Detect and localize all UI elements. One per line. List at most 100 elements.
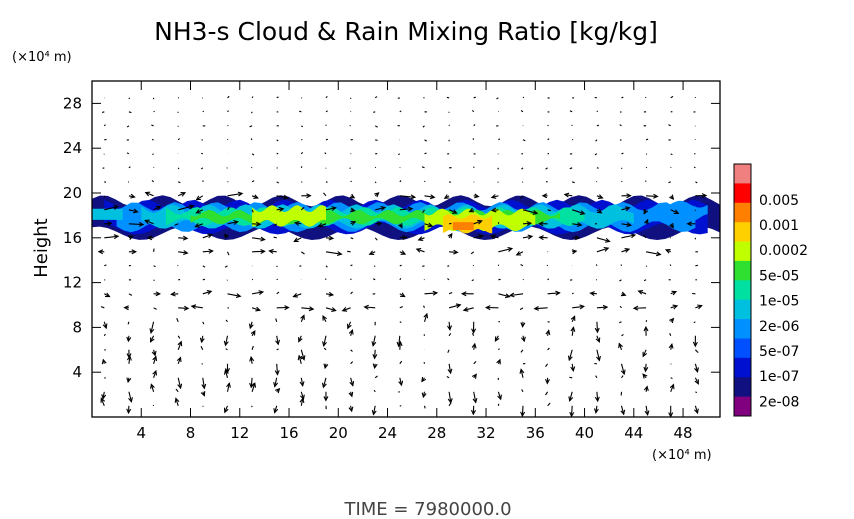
wind-vector	[695, 391, 698, 394]
wind-vector	[645, 265, 648, 267]
wind-vector	[521, 389, 524, 393]
wind-vector-head	[233, 219, 239, 225]
wind-vector-head	[637, 290, 644, 295]
wind-vector-head	[199, 337, 205, 344]
wind-vector-head	[180, 192, 187, 197]
wind-vector-head	[603, 246, 610, 252]
wind-vector-head	[292, 293, 298, 298]
plot-frame	[91, 80, 721, 418]
wind-vector-head	[471, 373, 477, 379]
wind-vector-head	[188, 204, 195, 210]
wind-vector	[471, 333, 475, 337]
wind-vector	[547, 402, 551, 407]
wind-vector-head	[255, 221, 262, 227]
wind-vector	[350, 264, 353, 267]
wind-vector-head	[275, 387, 281, 394]
chart-title: NH3-s Cloud & Rain Mixing Ratio [kg/kg]	[154, 17, 658, 46]
wind-vector-head	[630, 233, 637, 239]
wind-vector	[350, 180, 352, 183]
wind-vector	[128, 356, 131, 364]
wind-vector	[252, 291, 263, 295]
wind-vector	[670, 209, 679, 214]
wind-vector	[251, 383, 256, 392]
wind-vector	[150, 384, 155, 392]
wind-vector-head	[504, 293, 511, 299]
colorbar-label: 5e-05	[759, 268, 799, 284]
colorbar-swatch	[734, 260, 751, 281]
wind-vector	[251, 180, 255, 183]
wind-vector	[668, 124, 671, 127]
wind-vector	[620, 405, 625, 415]
wind-vector	[300, 152, 304, 155]
wind-vector-head	[471, 342, 477, 349]
wind-vector	[448, 321, 451, 330]
wind-vector	[153, 265, 156, 268]
wind-vector-head	[447, 325, 453, 331]
wind-vector-head	[538, 221, 544, 227]
wind-vector	[472, 264, 475, 267]
wind-vector-head	[490, 234, 496, 240]
wind-vector	[520, 369, 524, 378]
wind-vector	[572, 209, 585, 215]
wind-vector-head	[447, 368, 453, 375]
wind-vector-head	[497, 394, 502, 401]
wind-vector-head	[126, 377, 132, 384]
wind-vector	[176, 317, 179, 323]
wind-vector-head	[533, 306, 540, 311]
wind-vector	[104, 235, 119, 239]
wind-vector	[497, 167, 499, 170]
wind-vector	[324, 152, 327, 155]
wind-vector-head	[152, 369, 158, 376]
wind-vector	[521, 405, 524, 416]
wind-vector	[276, 291, 280, 295]
wind-vector-head	[183, 305, 190, 311]
wind-vector-head	[570, 315, 576, 321]
wind-vector-head	[258, 290, 265, 296]
wind-vector	[520, 110, 524, 113]
wind-vector-head	[595, 337, 601, 344]
wind-vector-head	[380, 205, 387, 211]
wind-vector	[545, 391, 549, 396]
wind-vector	[569, 110, 573, 113]
wind-vector-head	[669, 194, 675, 200]
wind-vector	[399, 321, 402, 323]
wind-vector-head	[194, 223, 200, 228]
wind-vector	[471, 279, 474, 282]
y-tick-label: 24	[63, 139, 82, 157]
wind-vector	[596, 349, 600, 361]
wind-vector	[322, 377, 327, 388]
wind-vector	[350, 291, 353, 295]
wind-vector	[202, 290, 212, 295]
wind-vector-head	[571, 249, 578, 255]
wind-vector-head	[396, 341, 402, 348]
wind-vector	[645, 96, 647, 99]
wind-vector	[447, 265, 450, 267]
x-tick-label: 8	[186, 424, 196, 442]
wind-vector-head	[138, 221, 145, 227]
y-axis-label: Height	[31, 218, 52, 278]
colorbar-label: 0.001	[759, 218, 799, 234]
wind-vector	[397, 97, 400, 99]
wind-vector	[318, 223, 327, 227]
wind-vector	[342, 307, 351, 312]
wind-vector	[572, 305, 584, 309]
wind-vector	[498, 138, 501, 141]
x-tick-label: 4	[136, 424, 146, 442]
wind-vector-head	[643, 385, 649, 392]
x-tick-label: 12	[230, 424, 249, 442]
wind-vector	[325, 96, 328, 99]
wind-vector	[545, 363, 549, 368]
wind-vector-head	[223, 407, 229, 414]
wind-vector	[448, 363, 452, 374]
wind-vector	[572, 181, 575, 184]
cloud-contour	[252, 205, 326, 227]
wind-vector-head	[106, 220, 113, 226]
wind-vector-head	[478, 234, 484, 240]
wind-vector-head	[250, 330, 256, 336]
wind-vector	[693, 321, 696, 324]
wind-vector	[473, 361, 477, 365]
wind-vector-head	[692, 341, 698, 348]
wind-vector	[104, 181, 107, 183]
wind-vector	[200, 167, 204, 170]
wind-vector-head	[260, 236, 266, 242]
